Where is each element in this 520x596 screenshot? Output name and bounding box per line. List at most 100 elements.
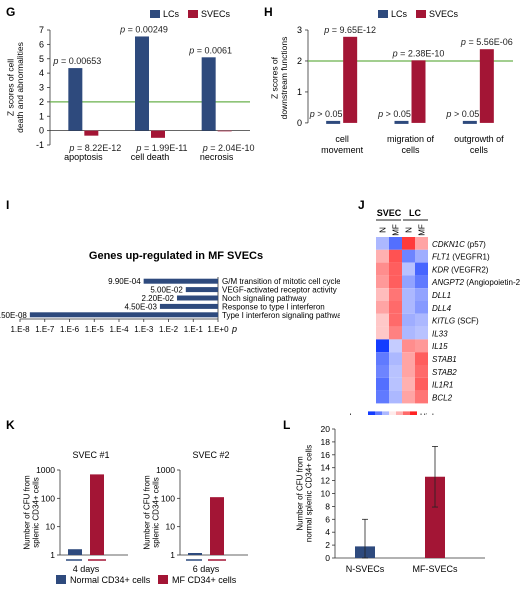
y-tick-label: 2 (325, 540, 330, 550)
chart-k: K SVEC #1 1 10 100 1000 4 days Number of CFU fr… (6, 418, 248, 585)
y-axis-title: Number of CFU fromnormal splenic CD34+ c… (296, 445, 314, 542)
gene-label: DLL4 (432, 304, 452, 313)
x-tick-label: 1.E-5 (85, 325, 105, 334)
x-tick-label: 1.E+0 (207, 325, 229, 334)
p-value-bottom: p > 0.05 (445, 109, 479, 119)
heatmap-cell (376, 237, 389, 250)
p-value-top: p = 2.38E-10 (392, 48, 445, 58)
panel-letter-h: H (264, 5, 273, 19)
p-value-top: p = 0.0061 (188, 45, 232, 55)
x-axis-label: 4 days (73, 564, 100, 574)
heatmap-cell (415, 339, 428, 353)
chart-title: Genes up-regulated in MF SVECs (89, 250, 263, 262)
bar-lcs-outgrowth-of-cells (462, 120, 477, 124)
category-label: N-SVECs (346, 564, 385, 574)
bar-svecs-cell-death (151, 130, 165, 138)
bar-pathway (29, 312, 218, 318)
x-tick-label: 1.E-1 (184, 325, 204, 334)
bar-mf-cd34 (210, 497, 224, 555)
column-label: N (405, 227, 414, 233)
bar-normal-cd34 (188, 553, 202, 555)
chart-i: I Genes up-regulated in MF SVECs 1.E-8 1.E-… (0, 198, 346, 334)
heatmap-cell (415, 275, 428, 289)
heatmap-cell (415, 365, 428, 378)
x-tick-label: 1.E-4 (109, 325, 129, 334)
heatmap-cell (402, 326, 415, 340)
pathway-label: VEGF-activated receptor activity (222, 286, 337, 295)
heatmap-cell (402, 275, 415, 289)
bar-value-label: 5.00E-02 (150, 286, 183, 295)
p-value-top: p = 0.00249 (119, 24, 168, 34)
heatmap-cell (376, 352, 389, 365)
panel-i: I Genes up-regulated in MF SVECs 1.E-8 1.E-… (0, 195, 346, 345)
heatmap-cell (415, 237, 428, 250)
heatmap-cell (402, 249, 415, 263)
heatmap-cell (376, 326, 389, 340)
x-axis-unit: p (231, 324, 237, 334)
x-tick-label: 1.E-2 (159, 325, 179, 334)
y-tick-label: 2 (297, 56, 302, 66)
bar-normal-cd34 (68, 549, 82, 555)
legend-swatch-mf (158, 575, 168, 584)
bar-mf-svecs (425, 476, 445, 558)
gene-label: IL1R1 (432, 381, 453, 390)
category-label: MF-SVECs (413, 564, 459, 574)
legend-label-normal: Normal CD34+ cells (70, 575, 151, 585)
legend-swatch-svecs (416, 10, 426, 18)
y-tick-label: 1000 (156, 465, 175, 475)
heatmap-cell (415, 262, 428, 276)
p-value-bottom: p = 2.04E-10 (202, 143, 255, 153)
p-value-bottom: p > 0.05 (309, 109, 343, 119)
bar-svecs-apoptosis (84, 130, 99, 136)
legend-label-mf: MF CD34+ cells (172, 575, 237, 585)
panel-letter-l: L (283, 418, 290, 432)
gene-label: ANGPT2 (Angiopoietin-2) (431, 278, 520, 287)
bar-value-label: 9.90E-04 (108, 277, 141, 286)
gene-label: IL15 (432, 342, 448, 351)
heatmap-cell (376, 377, 389, 391)
y-tick-label: 3 (297, 25, 302, 35)
pathway-label: Type I interferon signaling pathway (222, 311, 340, 320)
heatmap-cell (376, 288, 389, 301)
heatmap-cell (402, 352, 415, 365)
y-tick-label: 18 (321, 437, 331, 447)
heatmap-cell (402, 313, 415, 327)
bar-pathway (159, 303, 218, 309)
chart-j: J SVEC LC N MF N MF CDKN1C (p57) FLT1 (VEGFR1) KD… (349, 198, 520, 435)
y-tick-label: 10 (321, 489, 331, 499)
y-tick-label: 4 (325, 527, 330, 537)
y-tick-label: 1 (170, 550, 175, 560)
heatmap-cell (415, 377, 428, 391)
y-tick-label: 2 (39, 97, 44, 107)
heatmap-cell (376, 339, 389, 353)
column-label: MF (418, 224, 427, 236)
heatmap-cell (415, 326, 428, 340)
y-tick-label: 14 (321, 463, 331, 473)
heatmap-cell (389, 365, 402, 378)
bar-lcs-necrosis (201, 57, 216, 131)
y-tick-label: 0 (325, 553, 330, 563)
p-value-bottom: p = 1.99E-11 (135, 143, 187, 153)
y-tick-label: 4 (39, 68, 44, 78)
bar-svecs-cell-movement (343, 36, 358, 123)
x-tick-label: 1.E-8 (10, 325, 30, 334)
heatmap-cell (389, 288, 402, 301)
chart-l: L 0 2 4 6 8 10 12 14 16 18 20 Number of CFU fromnorm… (283, 418, 485, 574)
heatmap-cell (389, 313, 402, 327)
gene-label: STAB2 (432, 368, 457, 377)
panel-letter-k: K (6, 418, 15, 432)
heatmap-cell (415, 390, 428, 404)
chart-g: G LCs SVECs -1 0 1 2 3 4 5 6 7 Z scores of celldeath… (5, 5, 255, 162)
panel-letter-j: J (358, 198, 365, 212)
category-label: cells (470, 145, 489, 155)
heatmap-cell (402, 288, 415, 301)
y-tick-label: 12 (321, 476, 331, 486)
bar-value-label: 2.20E-02 (142, 294, 175, 303)
heatmap-cell (389, 352, 402, 365)
y-tick-label: 8 (325, 501, 330, 511)
heatmap-cell (376, 249, 389, 263)
heatmap-cell (402, 237, 415, 250)
bar-lcs-cell-death (135, 36, 149, 131)
y-tick-label: 100 (161, 493, 175, 503)
p-value-top: p = 5.56E-06 (460, 37, 513, 47)
